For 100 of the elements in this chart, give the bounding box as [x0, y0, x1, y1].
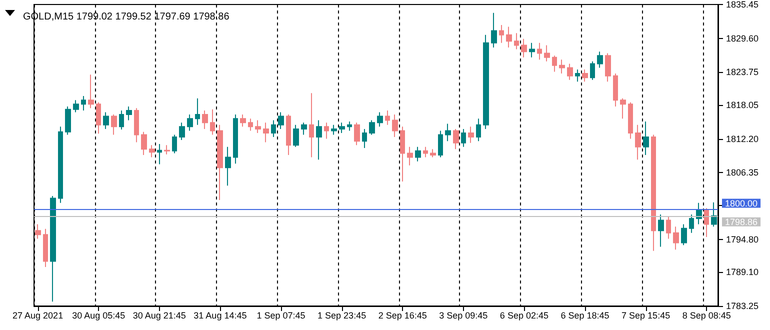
candlestick — [506, 26, 512, 48]
candlestick — [324, 122, 329, 140]
ref-line-label: 1800.00 — [725, 198, 758, 208]
candlestick — [430, 148, 436, 158]
candlestick — [309, 92, 314, 158]
candlestick — [681, 224, 687, 246]
candlestick — [400, 126, 405, 182]
candlestick — [111, 114, 117, 136]
candlestick — [613, 73, 618, 107]
candlestick — [369, 120, 375, 136]
candlestick — [179, 122, 185, 140]
x-tick-label: 6 Sep 18:45 — [560, 310, 610, 320]
candlestick — [499, 24, 504, 44]
x-tick-label: 7 Sep 15:45 — [622, 310, 670, 320]
candlestick — [354, 122, 360, 146]
candlestick — [255, 120, 261, 134]
candlestick — [567, 63, 573, 80]
candlestick — [134, 108, 139, 143]
candlestick — [286, 114, 291, 156]
candlestick — [628, 102, 633, 140]
candlestick — [438, 130, 443, 158]
candlestick — [240, 114, 246, 128]
x-tick-label: 30 Aug 21:45 — [132, 310, 186, 320]
candlestick — [263, 122, 269, 143]
candlestick — [210, 108, 215, 136]
y-tick-label: 1806.35 — [726, 168, 759, 178]
candlestick — [529, 42, 535, 58]
x-tick-label: 3 Sep 09:45 — [439, 310, 488, 320]
candlestick — [331, 124, 337, 136]
candlestick — [225, 146, 231, 186]
candlestick — [407, 146, 413, 166]
y-tick-label: 1794.80 — [726, 234, 759, 244]
candlestick — [271, 120, 276, 138]
candlestick — [157, 143, 162, 165]
candlestick — [195, 98, 200, 126]
candlestick — [392, 114, 398, 138]
y-tick-label: 1789.10 — [726, 267, 759, 278]
candlestick — [35, 224, 41, 240]
x-tick-label: 27 Aug 2021 — [12, 310, 64, 320]
candlestick — [453, 128, 459, 150]
candlestick — [483, 34, 489, 130]
candlestick — [149, 144, 155, 158]
candlestick — [711, 202, 717, 228]
candlestick — [605, 52, 611, 82]
x-tick-label: 2 Sep 16:45 — [378, 310, 427, 320]
y-tick-label: 1783.25 — [726, 301, 759, 311]
candlestick — [620, 98, 626, 120]
candlestick — [651, 134, 656, 252]
candlestick — [217, 124, 223, 201]
candlestick — [575, 68, 580, 82]
candlestick — [58, 126, 63, 204]
candlestick — [582, 68, 588, 82]
candlestick — [423, 146, 428, 158]
candlestick — [704, 208, 709, 238]
candlestick — [141, 131, 147, 156]
candlestick — [126, 106, 132, 121]
ref-line-label: 1798.86 — [725, 216, 758, 227]
candlestick — [635, 124, 641, 160]
candlestick — [468, 126, 474, 144]
x-tick-label: 1 Sep 23:45 — [318, 310, 366, 320]
y-tick-label: 1818.05 — [726, 100, 759, 110]
x-tick-label: 31 Aug 14:45 — [194, 310, 247, 320]
candlestick — [65, 106, 71, 136]
candlestick — [445, 123, 451, 142]
candlestick — [172, 134, 177, 154]
candlestick — [643, 120, 649, 156]
candlestick — [521, 38, 527, 58]
candlestick — [347, 120, 352, 132]
candlestick — [88, 74, 94, 109]
candlestick — [415, 146, 421, 162]
candlestick — [202, 110, 208, 130]
x-tick-label: 6 Sep 02:45 — [500, 310, 548, 320]
candlestick — [187, 114, 193, 132]
candlestick — [164, 144, 170, 155]
candlestick — [476, 118, 481, 142]
candlestick — [559, 59, 565, 74]
candlestick — [590, 60, 595, 80]
candlestick — [43, 228, 48, 268]
candlestick — [689, 214, 694, 234]
x-tick-label: 1 Sep 07:45 — [256, 310, 306, 320]
candlestick — [537, 42, 542, 60]
candlestick — [316, 120, 322, 160]
candlestick — [103, 112, 109, 130]
candlestick — [362, 128, 367, 149]
candlestick — [119, 110, 124, 130]
x-tick-label: 30 Aug 05:45 — [72, 310, 126, 320]
candlestick — [301, 122, 307, 136]
y-tick-label: 1823.75 — [726, 67, 759, 78]
candlestick — [278, 112, 284, 130]
candlestick — [96, 102, 101, 134]
x-tick-label: 8 Sep 08:45 — [682, 310, 731, 320]
y-tick-label: 1812.20 — [726, 134, 759, 144]
candlestick — [385, 110, 390, 126]
candlestick — [597, 51, 603, 68]
candlestick — [491, 12, 497, 48]
candlestick — [248, 118, 253, 132]
candlestick — [514, 32, 519, 50]
candlestick — [696, 202, 702, 225]
candlestick — [377, 112, 383, 128]
candlestick — [461, 128, 466, 148]
